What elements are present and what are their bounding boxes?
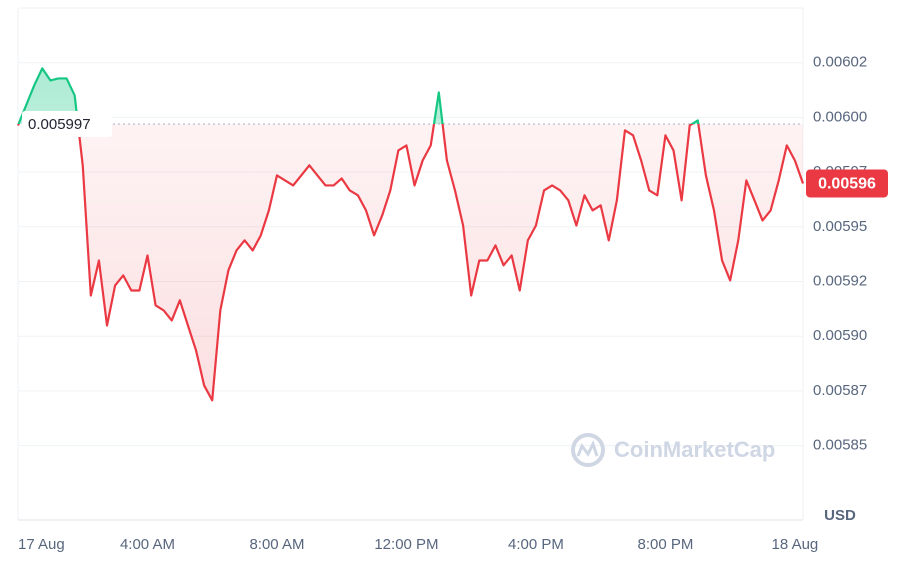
y-tick-label: 0.00600	[813, 108, 867, 125]
x-tick-label: 4:00 PM	[508, 536, 564, 553]
y-tick-label: 0.00585	[813, 437, 867, 454]
price-line-down	[16, 123, 805, 402]
watermark-text: CoinMarketCap	[614, 437, 775, 462]
x-tick-label: 12:00 PM	[374, 536, 438, 553]
baseline-label-box	[22, 110, 112, 137]
baseline-label: 0.005997	[28, 116, 91, 133]
y-tick-label: 0.00602	[813, 54, 867, 71]
x-tick-label: 4:00 AM	[120, 536, 175, 553]
x-tick-label: 18 Aug	[772, 536, 819, 553]
y-tick-label: 0.00590	[813, 327, 867, 344]
y-tick-label: 0.00592	[813, 272, 867, 289]
x-tick-label: 17 Aug	[18, 536, 65, 553]
currency-label: USD	[824, 507, 856, 524]
area-down	[18, 123, 803, 401]
y-tick-label: 0.00587	[813, 382, 867, 399]
y-tick-label: 0.00595	[813, 218, 867, 235]
watermark-logo	[571, 433, 605, 467]
watermark: CoinMarketCap	[571, 433, 775, 467]
current-price-box	[806, 169, 888, 198]
current-price-label: 0.00596	[818, 176, 876, 193]
x-tick-label: 8:00 AM	[249, 536, 304, 553]
watermark-logo-mark	[576, 440, 599, 457]
x-tick-label: 8:00 PM	[637, 536, 693, 553]
